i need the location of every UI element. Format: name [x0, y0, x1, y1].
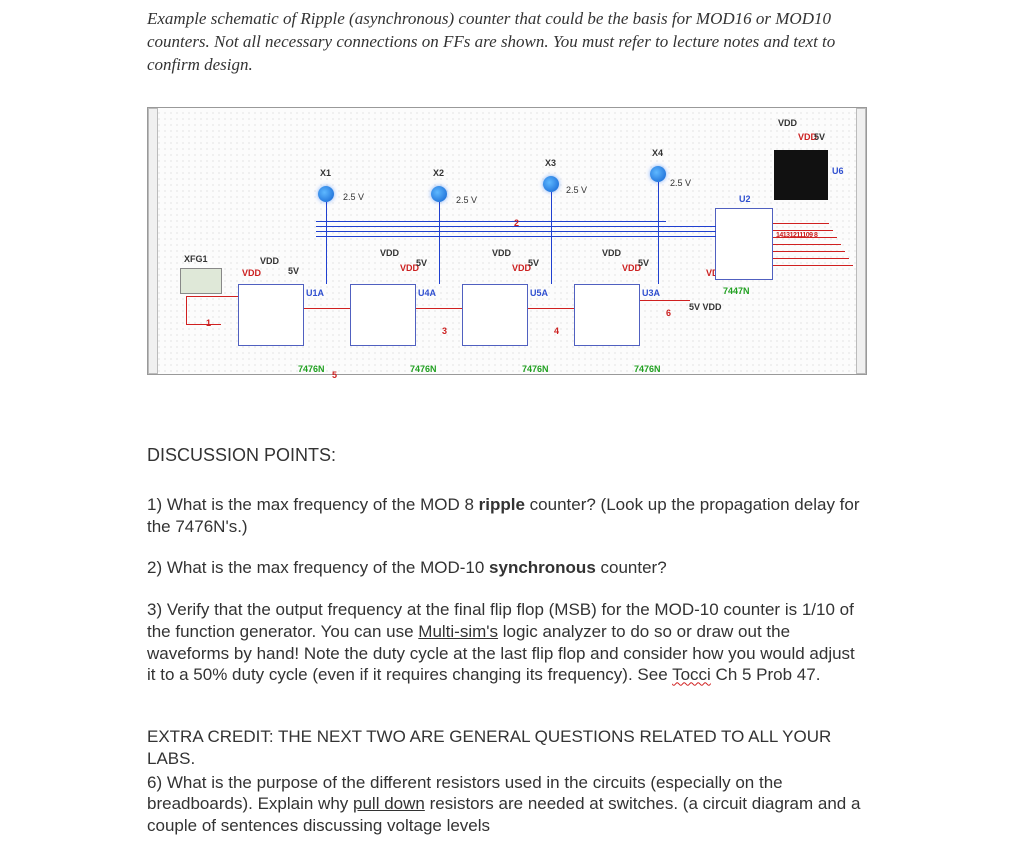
flipflop-U3A [574, 284, 640, 346]
net-number-5: 5 [332, 370, 337, 380]
q2-text-a: 2) What is the max frequency of the MOD-… [147, 558, 489, 577]
probe-label-X3: X3 [545, 158, 556, 168]
flipflop-U4A [350, 284, 416, 346]
probe-X2 [431, 186, 447, 202]
vdd-label-8: 5V [528, 258, 539, 268]
extra-credit-heading: EXTRA CREDIT: THE NEXT TWO ARE GENERAL Q… [147, 726, 864, 770]
decoder-chip [715, 208, 773, 280]
flipflop-part-U5A: 7476N [522, 364, 549, 374]
vdd-label-0: VDD [260, 256, 279, 266]
wire-red-3 [304, 308, 350, 309]
wire-red-13 [773, 265, 853, 266]
seven-seg-display [774, 150, 828, 200]
question-6: 6) What is the purpose of the different … [147, 772, 864, 837]
schematic-diagram: U1A 7476N U4A 7476N U5A 7476N U3A 7476N X1 2.5 V X… [147, 107, 867, 375]
vdd-label-6: VDD [492, 248, 511, 258]
schematic-margin-left [148, 108, 158, 374]
probe-label-X1: X1 [320, 168, 331, 178]
vdd-label-9: VDD [602, 248, 621, 258]
probe-label-X2: X2 [433, 168, 444, 178]
document-body: Example schematic of Ripple (asynchronou… [0, 0, 1011, 837]
wire-red-4 [416, 308, 462, 309]
probe-voltage-X3: 2.5 V [566, 185, 587, 195]
wire-red-2 [186, 324, 221, 325]
wire-red-6 [640, 300, 690, 301]
wire-blue-0 [316, 221, 666, 222]
flipflop-label-U3A: U3A [642, 288, 660, 298]
wire-red-10 [773, 244, 841, 245]
wire-red-7 [773, 223, 829, 224]
q3-text-e: Ch 5 Prob 47. [711, 665, 821, 684]
schematic-caption: Example schematic of Ripple (asynchronou… [147, 8, 864, 77]
net-number-4: 4 [554, 326, 559, 336]
q3-spellcheck-tocci: Tocci [672, 665, 711, 684]
flipflop-U5A [462, 284, 528, 346]
wire-blue-1 [326, 202, 327, 284]
probe-voltage-X4: 2.5 V [670, 178, 691, 188]
probe-X3 [543, 176, 559, 192]
vdd-label-11: 5V [638, 258, 649, 268]
function-generator-label: XFG1 [184, 254, 208, 264]
vdd-label-2: 5V [288, 266, 299, 276]
probe-X1 [318, 186, 334, 202]
wire-red-0 [186, 296, 238, 297]
wire-blue-7 [316, 236, 716, 237]
wire-red-1 [186, 296, 187, 324]
q3-underline-multisim: Multi-sim's [418, 622, 498, 641]
wire-red-8 [773, 230, 833, 231]
vdd-label-3: VDD [380, 248, 399, 258]
vdd-label-16: 5V VDD [689, 302, 722, 312]
flipflop-U1A [238, 284, 304, 346]
vdd-label-1: VDD [242, 268, 261, 278]
wire-red-12 [773, 258, 849, 259]
probe-voltage-X2: 2.5 V [456, 195, 477, 205]
flipflop-label-U1A: U1A [306, 288, 324, 298]
vdd-label-5: 5V [416, 258, 427, 268]
flipflop-label-U5A: U5A [530, 288, 548, 298]
net-number-1: 1 [206, 318, 211, 328]
net-number-6: 6 [666, 308, 671, 318]
display-label: U6 [832, 166, 844, 176]
wire-blue-2 [439, 202, 440, 284]
wire-blue-6 [316, 231, 716, 232]
q1-text-a: 1) What is the max frequency of the MOD … [147, 495, 479, 514]
q6-underline-pulldown: pull down [353, 794, 425, 813]
question-2: 2) What is the max frequency of the MOD-… [147, 557, 864, 579]
vdd-label-12: VDD [778, 118, 797, 128]
q2-text-c: counter? [596, 558, 667, 577]
probe-X4 [650, 166, 666, 182]
question-1: 1) What is the max frequency of the MOD … [147, 494, 864, 538]
wire-red-11 [773, 251, 845, 252]
vdd-label-14: 5V [814, 132, 825, 142]
probe-label-X4: X4 [652, 148, 663, 158]
flipflop-part-U1A: 7476N [298, 364, 325, 374]
decoder-label: U2 [739, 194, 751, 204]
wire-red-9 [773, 237, 837, 238]
flipflop-part-U3A: 7476N [634, 364, 661, 374]
wire-red-5 [528, 308, 574, 309]
probe-voltage-X1: 2.5 V [343, 192, 364, 202]
wire-blue-4 [658, 182, 659, 284]
question-3: 3) Verify that the output frequency at t… [147, 599, 864, 686]
schematic-margin-right [856, 108, 866, 374]
flipflop-label-U4A: U4A [418, 288, 436, 298]
wire-blue-3 [551, 192, 552, 284]
discussion-heading: DISCUSSION POINTS: [147, 445, 864, 466]
q1-bold: ripple [479, 495, 525, 514]
flipflop-part-U4A: 7476N [410, 364, 437, 374]
net-number-2: 2 [514, 218, 519, 228]
function-generator [180, 268, 222, 294]
net-number-3: 3 [442, 326, 447, 336]
q2-bold: synchronous [489, 558, 596, 577]
decoder-part: 7447N [723, 286, 750, 296]
